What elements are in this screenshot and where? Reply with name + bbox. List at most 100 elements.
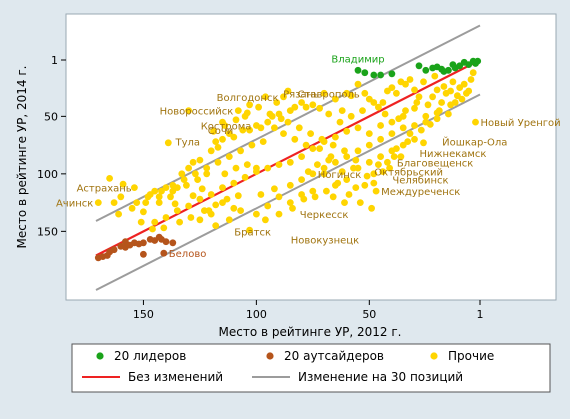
- point-others: [198, 185, 206, 193]
- point-others: [460, 80, 468, 88]
- point-others: [390, 153, 398, 161]
- point-others: [370, 170, 378, 178]
- legend-box: [71, 343, 551, 393]
- point-others: [345, 191, 353, 198]
- point-label: Волгодонск: [217, 93, 279, 104]
- point-others: [280, 130, 287, 138]
- point-others: [286, 199, 294, 207]
- point-others: [185, 107, 193, 114]
- point-others: [417, 126, 425, 134]
- point-others: [289, 204, 296, 212]
- point-others: [422, 112, 430, 120]
- point-others: [431, 72, 439, 80]
- point-label: Черкесск: [300, 210, 349, 221]
- point-others: [347, 92, 355, 100]
- point-others: [469, 69, 477, 77]
- point-others: [230, 179, 238, 187]
- point-others: [316, 104, 323, 112]
- point-others: [413, 99, 421, 106]
- point-label: Челябинск: [392, 176, 448, 187]
- point-others: [232, 164, 240, 172]
- y-tick-label: 100: [37, 168, 58, 181]
- point-others: [388, 130, 396, 138]
- point-others: [332, 133, 339, 141]
- legend-label: 20 лидеров: [114, 349, 186, 363]
- point-others: [388, 118, 396, 126]
- point-others: [146, 191, 154, 198]
- point-others: [354, 80, 362, 88]
- point-others: [343, 153, 351, 161]
- point-leaders: [415, 62, 423, 70]
- point-outsiders: [135, 240, 143, 248]
- point-others: [350, 164, 357, 172]
- point-others: [192, 170, 199, 178]
- point-others: [257, 124, 265, 132]
- point-others: [300, 195, 308, 203]
- point-others: [415, 93, 423, 101]
- legend-label: Прочие: [448, 349, 494, 363]
- point-others: [291, 103, 299, 111]
- point-others: [458, 95, 466, 103]
- point-others: [243, 161, 251, 169]
- point-others: [178, 170, 186, 178]
- point-others: [273, 99, 281, 106]
- point-others: [393, 145, 400, 153]
- point-others: [375, 161, 382, 169]
- point-others: [302, 141, 310, 149]
- legend-item: 20 лидеров: [96, 349, 186, 363]
- point-others: [173, 207, 181, 215]
- point-label: Рязань: [283, 89, 319, 100]
- point-others: [325, 110, 333, 118]
- point-others: [404, 138, 412, 146]
- point-others: [221, 122, 229, 129]
- point-others: [352, 156, 360, 164]
- legend-item: Изменение на 30 позиций: [252, 370, 463, 384]
- point-others: [171, 200, 179, 208]
- point-others: [429, 93, 436, 101]
- point-leaders: [388, 70, 396, 78]
- point-others: [115, 210, 122, 218]
- point-others: [402, 107, 409, 114]
- point-others: [284, 87, 292, 95]
- point-others: [183, 181, 190, 189]
- point-others: [275, 161, 283, 169]
- point-others: [219, 135, 226, 143]
- y-tick-label: 1: [51, 54, 58, 67]
- point-others: [155, 193, 163, 201]
- legend-label: 20 аутсайдеров: [284, 349, 384, 363]
- point-others: [169, 187, 177, 195]
- point-others: [185, 202, 193, 210]
- point-others: [223, 195, 231, 203]
- point-others: [291, 135, 299, 143]
- point-others: [277, 115, 285, 123]
- point-outsiders: [110, 246, 118, 254]
- point-others: [323, 187, 330, 195]
- point-others: [372, 187, 380, 195]
- point-others: [329, 141, 337, 149]
- point-others: [264, 118, 272, 126]
- x-tick-label: 150: [133, 308, 154, 321]
- point-leaders: [370, 71, 378, 79]
- point-others: [402, 80, 409, 88]
- point-others: [309, 187, 317, 195]
- point-others: [110, 199, 118, 207]
- point-others: [131, 184, 138, 192]
- legend-marker: [96, 352, 104, 360]
- point-others: [253, 210, 260, 218]
- point-label: Тула: [175, 138, 201, 149]
- point-others: [201, 207, 208, 215]
- point-others: [214, 144, 222, 151]
- point-others: [246, 101, 254, 109]
- point-others: [375, 103, 382, 111]
- point-others: [160, 224, 168, 232]
- point-others: [225, 216, 233, 224]
- point-others: [203, 164, 211, 172]
- legend-label: Изменение на 30 позиций: [298, 370, 463, 384]
- point-others: [142, 199, 150, 207]
- point-others: [106, 175, 113, 182]
- point-outsiders: [122, 238, 129, 246]
- point-label: Сочи: [208, 126, 234, 137]
- point-others: [354, 124, 362, 132]
- point-others: [395, 115, 403, 123]
- point-others: [304, 168, 312, 176]
